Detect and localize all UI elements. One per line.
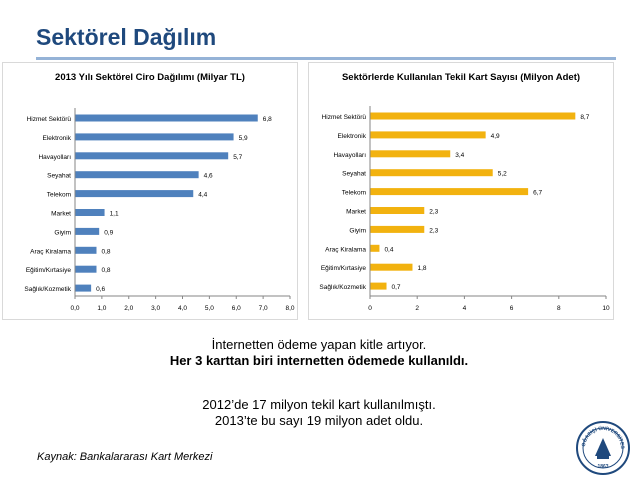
source-note: Kaynak: Bankalararası Kart Merkezi [37, 451, 213, 463]
data-label: 4,9 [491, 133, 500, 140]
bar [75, 227, 100, 235]
university-seal-logo: BOĞAZİÇİ ÜNİVERSİTESİ 1863 [575, 420, 630, 475]
x-tick-label: 8 [557, 305, 561, 312]
bar [370, 207, 425, 214]
message-line-4: 2013’te bu sayı 19 milyon adet oldu. [214, 413, 424, 428]
category-label: Havayolları [333, 152, 366, 159]
x-tick-label: 7,0 [259, 305, 268, 312]
data-label: 6,8 [263, 116, 272, 123]
category-label: Seyahat [47, 173, 71, 180]
bar [370, 225, 425, 233]
bar [75, 284, 92, 292]
page-title: Sektörel Dağılım [36, 24, 217, 50]
x-tick-label: 6,0 [232, 305, 241, 312]
category-label: Elektronik [42, 135, 71, 142]
data-label: 2,3 [429, 227, 438, 234]
bar [370, 112, 576, 120]
data-label: 0,9 [104, 229, 113, 236]
category-label: Telekom [47, 192, 71, 199]
data-label: 5,2 [498, 171, 507, 178]
data-label: 0,8 [102, 248, 111, 255]
bar [370, 188, 529, 196]
bar [75, 265, 97, 273]
x-tick-label: 2 [415, 305, 419, 312]
data-label: 0,8 [102, 267, 111, 274]
chart-title: 2013 Yılı Sektörel Ciro Dağılımı (Milyar… [55, 72, 245, 83]
category-label: Market [346, 209, 366, 216]
x-tick-label: 6 [510, 305, 514, 312]
bar [75, 209, 105, 216]
data-label: 0,4 [384, 246, 393, 253]
data-label: 0,6 [96, 286, 105, 293]
data-label: 6,7 [533, 190, 542, 197]
category-label: Araç Kiralama [30, 248, 71, 255]
data-label: 1,8 [417, 265, 426, 272]
category-label: Araç Kiralama [325, 246, 366, 253]
bar [370, 131, 486, 139]
chart-title: Sektörlerde Kullanılan Tekil Kart Sayısı… [342, 72, 580, 83]
category-label: Telekom [342, 190, 366, 197]
bar [370, 244, 380, 252]
bar [75, 171, 199, 179]
data-label: 5,7 [233, 154, 242, 161]
bar [370, 150, 451, 158]
title-divider [36, 57, 616, 60]
category-label: Eğitim/Kırtasiye [321, 265, 367, 272]
message-line-2: Her 3 karttan biri internetten ödemede k… [169, 353, 469, 368]
x-tick-label: 5,0 [205, 305, 214, 312]
category-label: Sağlık/Kozmetik [24, 286, 71, 293]
x-tick-label: 1,0 [97, 305, 106, 312]
category-label: Elektronik [337, 133, 366, 140]
message-line-3: 2012’de 17 milyon tekil kart kullanılmış… [202, 397, 436, 412]
data-label: 8,7 [580, 114, 589, 121]
category-label: Eğitim/Kırtasiye [26, 267, 72, 274]
ciro-bar-chart: 2013 Yılı Sektörel Ciro Dağılımı (Milyar… [2, 62, 298, 320]
x-tick-label: 8,0 [285, 305, 294, 312]
bar [75, 133, 234, 141]
message-line-1: İnternetten ödeme yapan kitle artıyor. [211, 337, 427, 352]
data-label: 2,3 [429, 209, 438, 216]
category-label: Sağlık/Kozmetik [319, 284, 366, 291]
bar [370, 282, 387, 290]
x-tick-label: 10 [602, 305, 610, 312]
category-label: Market [51, 211, 71, 218]
x-tick-label: 4,0 [178, 305, 187, 312]
bar [75, 114, 258, 122]
x-tick-label: 2,0 [124, 305, 133, 312]
x-tick-label: 3,0 [151, 305, 160, 312]
category-label: Giyim [54, 229, 71, 236]
category-label: Havayolları [38, 154, 71, 161]
data-label: 4,6 [204, 173, 213, 180]
category-label: Hizmet Sektörü [322, 114, 367, 121]
bar [370, 169, 493, 177]
bar [75, 152, 229, 160]
seal-year: 1863 [597, 464, 608, 470]
bar [75, 246, 97, 254]
data-label: 1,1 [110, 211, 119, 218]
bar [370, 263, 413, 271]
data-label: 4,4 [198, 192, 207, 199]
kart-bar-chart: Sektörlerde Kullanılan Tekil Kart Sayısı… [308, 62, 614, 320]
x-tick-label: 0,0 [70, 305, 79, 312]
bar [75, 190, 194, 198]
x-tick-label: 0 [368, 305, 372, 312]
data-label: 3,4 [455, 152, 464, 159]
x-tick-label: 4 [463, 305, 467, 312]
category-label: Giyim [349, 227, 366, 234]
category-label: Seyahat [342, 171, 366, 178]
data-label: 5,9 [239, 135, 248, 142]
data-label: 0,7 [392, 284, 401, 291]
category-label: Hizmet Sektörü [27, 116, 72, 123]
